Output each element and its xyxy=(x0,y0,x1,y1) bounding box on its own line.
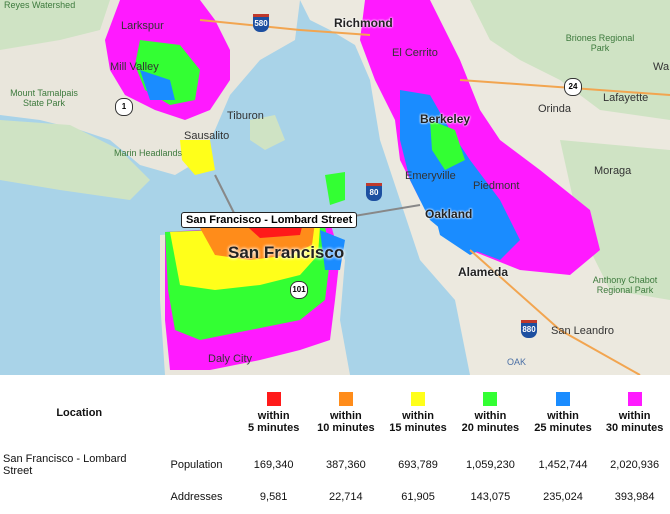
legend-col-25min: within 25 minutes xyxy=(527,375,600,450)
isochrone-legend-table: Location within 5 minutes within 10 minu… xyxy=(0,375,670,506)
city-label-richmond: Richmond xyxy=(334,16,393,30)
row-location: San Francisco - Lombard Street xyxy=(3,453,127,477)
value-cell: 1,059,230 xyxy=(465,459,515,471)
color-swatch-blue xyxy=(555,391,570,406)
row-metric: Addresses xyxy=(170,491,223,503)
town-label-lafayette: Lafayette xyxy=(603,92,649,104)
town-label-orinda: Orinda xyxy=(538,103,572,115)
town-label-el-cerrito: El Cerrito xyxy=(392,47,438,59)
value-cell: 143,075 xyxy=(470,491,511,503)
town-label-emeryville: Emeryville xyxy=(405,170,456,182)
ca-1-shield: 1 xyxy=(115,98,133,116)
color-swatch-green xyxy=(483,391,498,406)
park-label-briones: Briones Regional Park xyxy=(565,33,635,53)
town-label-sausalito: Sausalito xyxy=(184,130,230,142)
row-location xyxy=(0,480,158,514)
town-label-mill-valley: Mill Valley xyxy=(110,61,159,73)
legend-col-10min: within 10 minutes xyxy=(310,375,382,450)
interstate-880-shield: 880 xyxy=(521,320,537,338)
map-canvas xyxy=(0,0,670,375)
town-label-tiburon: Tiburon xyxy=(227,110,264,122)
origin-location-label[interactable]: San Francisco - Lombard Street xyxy=(181,212,358,228)
ca-24-shield: 24 xyxy=(564,78,582,96)
city-label-berkeley: Berkeley xyxy=(420,112,471,126)
location-header: Location xyxy=(56,406,103,419)
table-row-addresses: Addresses 9,581 22,714 61,905 143,075 23… xyxy=(0,480,670,514)
value-cell: 2,020,936 xyxy=(610,459,660,471)
town-label-wa: Wa xyxy=(653,61,670,73)
park-label-tamalpais: Mount Tamalpais State Park xyxy=(10,88,78,108)
park-label-watershed: Reyes Watershed xyxy=(4,0,76,10)
legend-col-30min: within 30 minutes xyxy=(599,375,670,450)
legend-col-20min: within 20 minutes xyxy=(454,375,527,450)
value-cell: 169,340 xyxy=(253,459,294,471)
color-swatch-yellow xyxy=(411,391,426,406)
value-cell: 235,024 xyxy=(543,491,583,503)
value-cell: 1,452,744 xyxy=(538,459,588,471)
value-cell: 387,360 xyxy=(325,459,366,471)
color-swatch-red xyxy=(266,391,281,406)
value-cell: 9,581 xyxy=(259,491,288,503)
park-label-marin: Marin Headlands xyxy=(114,148,183,158)
color-swatch-orange xyxy=(338,391,353,406)
map-view[interactable]: Richmond Berkeley Oakland Alameda San Fr… xyxy=(0,0,670,375)
value-cell: 61,905 xyxy=(401,491,435,503)
city-label-oakland: Oakland xyxy=(425,207,473,221)
city-label-alameda: Alameda xyxy=(458,265,509,279)
town-label-moraga: Moraga xyxy=(594,165,632,177)
us-101-shield: 101 xyxy=(290,281,308,299)
park-label-anthony-chabot: Anthony Chabot Regional Park xyxy=(592,275,658,295)
color-swatch-magenta xyxy=(627,391,642,406)
value-cell: 393,984 xyxy=(614,491,655,503)
legend-col-5min: within 5 minutes xyxy=(238,375,310,450)
town-label-san-leandro: San Leandro xyxy=(551,325,614,337)
town-label-daly-city: Daly City xyxy=(208,353,253,365)
legend-col-15min: within 15 minutes xyxy=(382,375,454,450)
town-label-larkspur: Larkspur xyxy=(121,20,164,32)
table-row-population: San Francisco - Lombard Street Populatio… xyxy=(0,450,670,480)
interstate-580-shield: 580 xyxy=(253,14,269,32)
row-metric: Population xyxy=(170,459,223,471)
interstate-80-shield: 80 xyxy=(366,183,382,201)
town-label-piedmont: Piedmont xyxy=(473,180,520,192)
city-label-san-francisco: San Francisco xyxy=(228,243,345,262)
value-cell: 693,789 xyxy=(398,459,438,471)
airport-label-oak: OAK xyxy=(507,357,527,367)
value-cell: 22,714 xyxy=(329,491,363,503)
